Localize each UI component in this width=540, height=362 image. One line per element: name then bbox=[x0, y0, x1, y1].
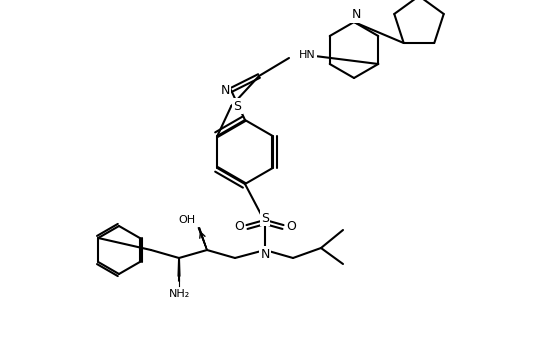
Text: O: O bbox=[234, 220, 244, 233]
Text: N: N bbox=[260, 248, 269, 261]
Text: NH₂: NH₂ bbox=[168, 289, 190, 299]
Text: N: N bbox=[352, 8, 361, 21]
Text: S: S bbox=[233, 100, 241, 113]
Text: S: S bbox=[261, 211, 269, 224]
Text: N: N bbox=[220, 84, 230, 97]
Text: HN: HN bbox=[299, 50, 316, 60]
Text: OH: OH bbox=[178, 215, 195, 225]
Text: O: O bbox=[286, 220, 296, 233]
